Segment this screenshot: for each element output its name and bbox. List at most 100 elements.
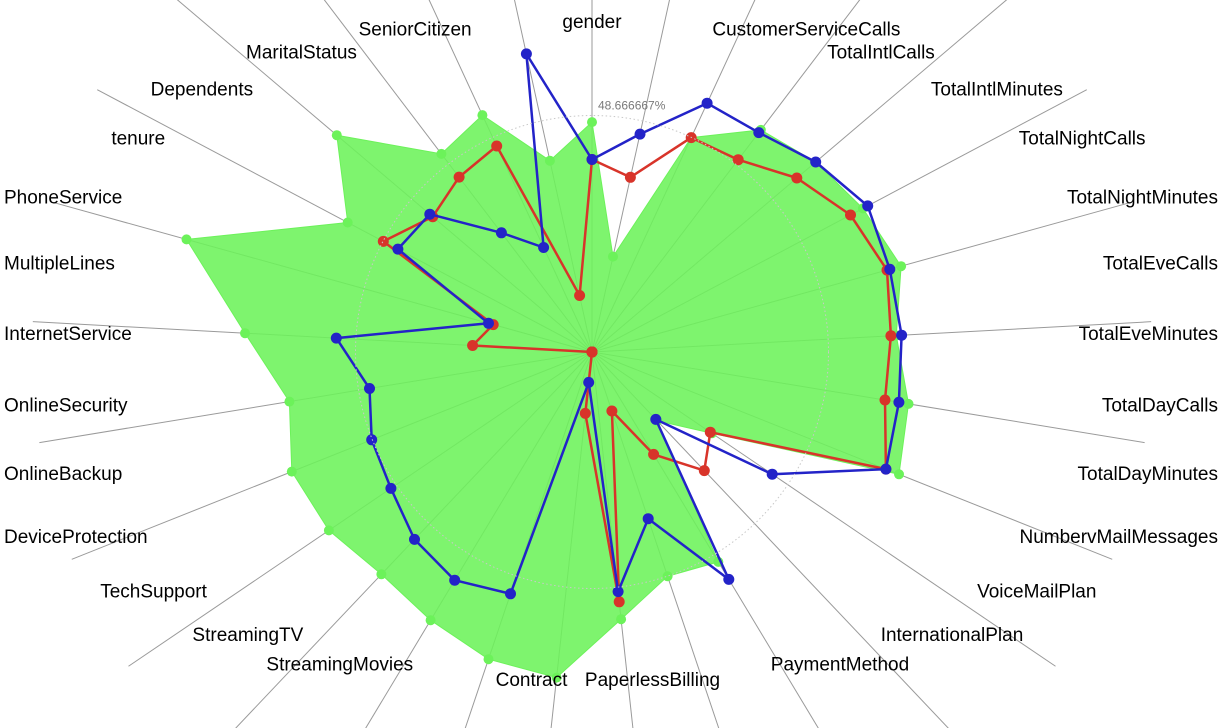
series-2-point-StreamingMovies[interactable] [505, 588, 516, 600]
series-1-point-PaperlessBilling[interactable] [613, 596, 625, 608]
series-1-point-Dependents[interactable] [453, 171, 465, 183]
series-2-point-InternetService[interactable] [330, 332, 342, 344]
axis-labels: gender CustomerServiceCallsTotalIntlCalls… [4, 12, 1218, 691]
series-1-point-InternetService[interactable] [467, 340, 479, 351]
series-0-point-OnlineBackup[interactable] [286, 466, 297, 477]
series-0-point-TotalEveCalls[interactable] [896, 261, 907, 272]
series-2-point-StreamingTV[interactable] [449, 574, 461, 586]
series-2-point-TotalIntlCalls[interactable] [701, 97, 713, 109]
axis-label-TotalNightCalls: TotalNightCalls [1019, 128, 1146, 149]
series-2-point-Dependents[interactable] [495, 227, 507, 239]
series-0-point-PhoneService[interactable] [342, 217, 353, 228]
axis-label-NumbervMailMessages: NumbervMailMessages [1019, 527, 1218, 548]
series-0-point-Contract[interactable] [551, 672, 562, 683]
series-1-point-PhoneService[interactable] [377, 235, 389, 247]
series-2-point-TechSupport[interactable] [409, 533, 420, 545]
series-2-point-NumbervMailMessages[interactable] [766, 468, 778, 480]
series-2-point-TotalNightMinutes[interactable] [862, 200, 874, 212]
series-2-point-TotalIntlMinutes[interactable] [753, 127, 765, 139]
series-0-point-MaritalStatus[interactable] [477, 110, 488, 121]
series-0-point-TotalDayCalls[interactable] [903, 398, 914, 409]
series-2-point-MaritalStatus[interactable] [538, 242, 550, 253]
axis-label-InternetService: InternetService [4, 324, 132, 345]
axis-label-DeviceProtection: DeviceProtection [4, 527, 148, 548]
series-2-point-InternationalPlan[interactable] [723, 573, 735, 585]
series-1-point-Contract[interactable] [579, 407, 591, 419]
series-0-point-StreamingMovies[interactable] [483, 654, 494, 665]
series-0-point-CustomerServiceCalls[interactable] [608, 251, 618, 262]
series-1-point-TotalEveMinutes[interactable] [885, 330, 897, 342]
series-1-point-TotalNightCalls[interactable] [791, 172, 803, 184]
series-2-point-PhoneService[interactable] [392, 243, 404, 255]
axis-label-Contract: Contract [496, 670, 569, 691]
axis-label-TotalEveCalls: TotalEveCalls [1103, 254, 1218, 275]
axis-label-TotalDayCalls: TotalDayCalls [1102, 395, 1218, 416]
series-0-point-DeviceProtection[interactable] [323, 525, 334, 536]
axis-label-VoiceMailPlan: VoiceMailPlan [977, 582, 1096, 603]
series-2-point-CustomerServiceCalls[interactable] [634, 128, 646, 140]
axis-label-PhoneService: PhoneService [4, 187, 122, 208]
series-2-point-OnlineBackup[interactable] [366, 434, 378, 446]
series-1-point-SeniorCitizen[interactable] [574, 290, 586, 301]
series-0-point-TechSupport[interactable] [376, 569, 387, 580]
series-2-point-TotalDayMinutes[interactable] [880, 463, 892, 475]
axis-label-TotalIntlCalls: TotalIntlCalls [827, 43, 935, 64]
series-0-area [185, 114, 910, 679]
series-layer [181, 48, 914, 683]
series-0-point-InternetService[interactable] [240, 328, 250, 339]
axis-label-OnlineSecurity: OnlineSecurity [4, 395, 128, 416]
axis-label-Dependents: Dependents [151, 79, 253, 100]
axis-label-SeniorCitizen: SeniorCitizen [359, 20, 472, 41]
series-2-line [335, 52, 903, 596]
series-1-point-CustomerServiceCalls[interactable] [624, 171, 636, 183]
reference-ring-label: 48.666667% [598, 98, 666, 112]
axis-label-gender: gender [562, 12, 622, 33]
series-0-point-Dependents[interactable] [436, 148, 447, 159]
series-1-point-InternationalPlan[interactable] [648, 448, 660, 460]
series-2-point-TotalEveMinutes[interactable] [896, 329, 908, 341]
series-2-point-Contract[interactable] [583, 376, 595, 388]
axis-label-StreamingTV: StreamingTV [192, 625, 303, 646]
axis-label-TotalDayMinutes: TotalDayMinutes [1078, 464, 1218, 485]
series-1-point-MaritalStatus[interactable] [491, 140, 503, 152]
series-1-point-PaymentMethod[interactable] [606, 405, 618, 417]
series-0-point-TotalDayMinutes[interactable] [894, 469, 904, 480]
series-0-point-PaperlessBilling[interactable] [616, 614, 627, 625]
series-1-point-OnlineSecurity[interactable] [586, 346, 598, 358]
series-2-point-DeviceProtection[interactable] [385, 482, 397, 494]
axis-label-MultipleLines: MultipleLines [4, 254, 115, 275]
series-1-point-TotalIntlMinutes[interactable] [732, 154, 744, 166]
series-2-point-TotalEveCalls[interactable] [884, 263, 896, 275]
series-2-point-OnlineSecurity[interactable] [364, 383, 375, 394]
series-2-point-SeniorCitizen[interactable] [520, 48, 532, 60]
axis-label-MaritalStatus: MaritalStatus [246, 43, 357, 64]
axis-label-StreamingMovies: StreamingMovies [266, 655, 413, 676]
series-0-point-SeniorCitizen[interactable] [544, 155, 555, 166]
series-2-point-MultipleLines[interactable] [483, 317, 494, 329]
series-0-point-MultipleLines[interactable] [181, 234, 192, 245]
series-2-point-VoiceMailPlan[interactable] [650, 413, 662, 425]
series-2-point-gender[interactable] [586, 154, 598, 165]
series-2 [330, 48, 908, 600]
axis-label-TotalNightMinutes: TotalNightMinutes [1067, 187, 1218, 208]
axis-label-TotalEveMinutes: TotalEveMinutes [1079, 324, 1218, 345]
series-1-point-TotalDayCalls[interactable] [879, 394, 891, 406]
series-0-point-tenure[interactable] [331, 130, 342, 141]
axis-label-OnlineBackup: OnlineBackup [4, 464, 122, 485]
series-2-point-TotalDayCalls[interactable] [893, 396, 905, 408]
axis-label-TechSupport: TechSupport [100, 582, 207, 603]
series-1-point-NumbervMailMessages[interactable] [704, 426, 716, 438]
series-2-point-PaperlessBilling[interactable] [612, 586, 624, 598]
series-0-point-StreamingTV[interactable] [425, 615, 436, 626]
series-2-point-PaymentMethod[interactable] [642, 513, 654, 525]
series-2-point-TotalNightCalls[interactable] [810, 156, 822, 168]
series-0-point-gender[interactable] [587, 117, 597, 128]
series-2-point-tenure[interactable] [424, 208, 436, 220]
series-1-point-VoiceMailPlan[interactable] [698, 465, 710, 477]
reference-ring-circle [355, 115, 829, 589]
series-0-point-PaymentMethod[interactable] [662, 571, 673, 582]
series-1-point-TotalNightMinutes[interactable] [845, 209, 856, 221]
reference-ring: 48.666667% [355, 98, 829, 589]
series-0-point-OnlineSecurity[interactable] [284, 396, 295, 407]
